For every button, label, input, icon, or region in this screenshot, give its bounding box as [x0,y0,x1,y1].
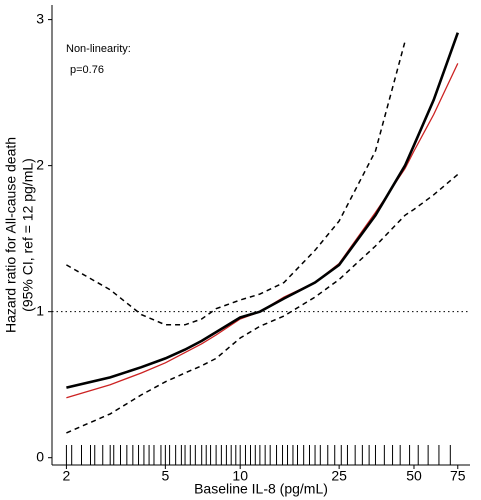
y-tick-label: 0 [36,448,44,464]
annotation: p=0.76 [70,64,104,76]
x-tick-label: 75 [450,468,466,484]
x-tick-label: 50 [406,468,422,484]
x-tick-label: 5 [161,468,169,484]
x-tick-label: 10 [232,468,248,484]
y-axis-label: Hazard ratio for All-cause death [3,137,19,333]
y-tick-label: 2 [36,156,44,172]
series-line [66,41,406,326]
y-axis-label: (95% CI, ref = 12 pg/mL) [20,158,36,312]
x-tick-label: 25 [331,468,347,484]
series-line [66,173,459,434]
series-line [66,32,460,389]
series-line [66,63,459,399]
x-axis-label: Baseline IL-8 (pg/mL) [194,481,328,497]
y-tick-label: 1 [36,302,44,318]
annotation: Non-linearity: [66,43,131,55]
y-tick-label: 3 [36,10,44,26]
x-tick-label: 2 [63,468,71,484]
